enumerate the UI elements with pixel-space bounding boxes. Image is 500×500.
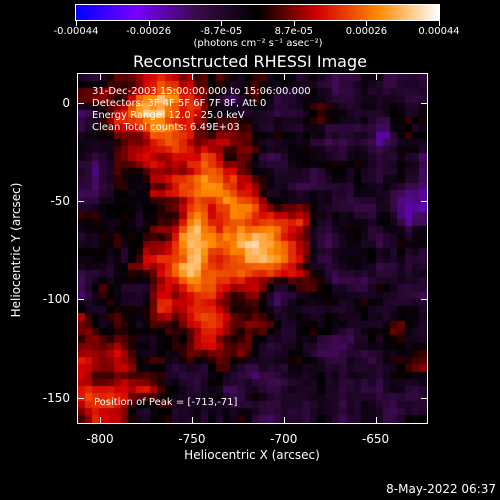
info-energy-range: Energy Range: 12.0 - 25.0 keV bbox=[92, 110, 245, 121]
colorbar-tick bbox=[293, 21, 295, 26]
y-tick-label: -150 bbox=[42, 390, 70, 405]
y-tick-label: -50 bbox=[50, 194, 70, 209]
x-tick-label: -700 bbox=[270, 432, 298, 446]
x-tick-mark bbox=[375, 74, 377, 80]
x-tick-mark bbox=[283, 74, 285, 80]
colorbar-tick bbox=[439, 21, 440, 26]
colorbar-tick-label: 8.7e-05 bbox=[274, 26, 313, 37]
colorbar-tick-label: -0.00044 bbox=[53, 26, 99, 37]
colorbar-tick bbox=[148, 21, 150, 26]
y-tick-mark bbox=[78, 201, 84, 203]
colorbar-tick-label: -8.7e-05 bbox=[200, 26, 243, 37]
colorbar-units: (photons cm⁻² s⁻¹ asec⁻²) bbox=[193, 38, 323, 49]
colorbar-tick-label: -0.00026 bbox=[126, 26, 172, 37]
info-total-counts: Clean Total counts: 6.49E+03 bbox=[92, 122, 240, 133]
x-tick-mark bbox=[100, 74, 102, 80]
info-detectors: Detectors: 3F 4F 5F 6F 7F 8F, Att 0 bbox=[92, 98, 267, 109]
x-tick-mark bbox=[375, 417, 377, 423]
x-tick-label: -650 bbox=[361, 432, 390, 446]
colorbar-tick-label: 0.00044 bbox=[418, 26, 460, 37]
colorbar-tick bbox=[221, 21, 223, 26]
y-tick-mark bbox=[78, 299, 84, 301]
colorbar-tick-label: 0.00026 bbox=[345, 26, 388, 37]
colorbar-tick bbox=[366, 21, 368, 26]
x-axis-label: Heliocentric X (arcsec) bbox=[184, 448, 320, 462]
x-tick-mark bbox=[191, 74, 193, 80]
chart-title: Reconstructed RHESSI Image bbox=[133, 52, 367, 71]
peak-position-label: Position of Peak = [-713,-71] bbox=[94, 397, 238, 408]
y-tick-mark bbox=[78, 397, 84, 399]
y-tick-mark bbox=[78, 103, 84, 105]
info-time-range: 31-Dec-2003 15:00:00.000 to 15:06:00.000 bbox=[92, 86, 311, 97]
x-tick-mark bbox=[191, 417, 193, 423]
x-tick-label: -750 bbox=[178, 432, 206, 446]
y-tick-label: 0 bbox=[62, 96, 70, 111]
y-axis-label: Heliocentric Y (arcsec) bbox=[9, 182, 23, 318]
x-tick-mark bbox=[100, 417, 102, 423]
y-tick-label: -100 bbox=[42, 292, 70, 307]
colorbar bbox=[75, 4, 440, 21]
x-tick-mark bbox=[283, 417, 285, 423]
y-tick-mark bbox=[421, 299, 427, 301]
y-tick-mark bbox=[421, 103, 427, 105]
colorbar-tick bbox=[76, 21, 77, 26]
y-tick-mark bbox=[421, 397, 427, 399]
y-tick-mark bbox=[421, 201, 427, 203]
heatmap-image bbox=[78, 74, 427, 423]
x-tick-label: -800 bbox=[86, 432, 114, 446]
timestamp: 8-May-2022 06:37 bbox=[386, 482, 496, 496]
plot-frame bbox=[77, 73, 428, 424]
